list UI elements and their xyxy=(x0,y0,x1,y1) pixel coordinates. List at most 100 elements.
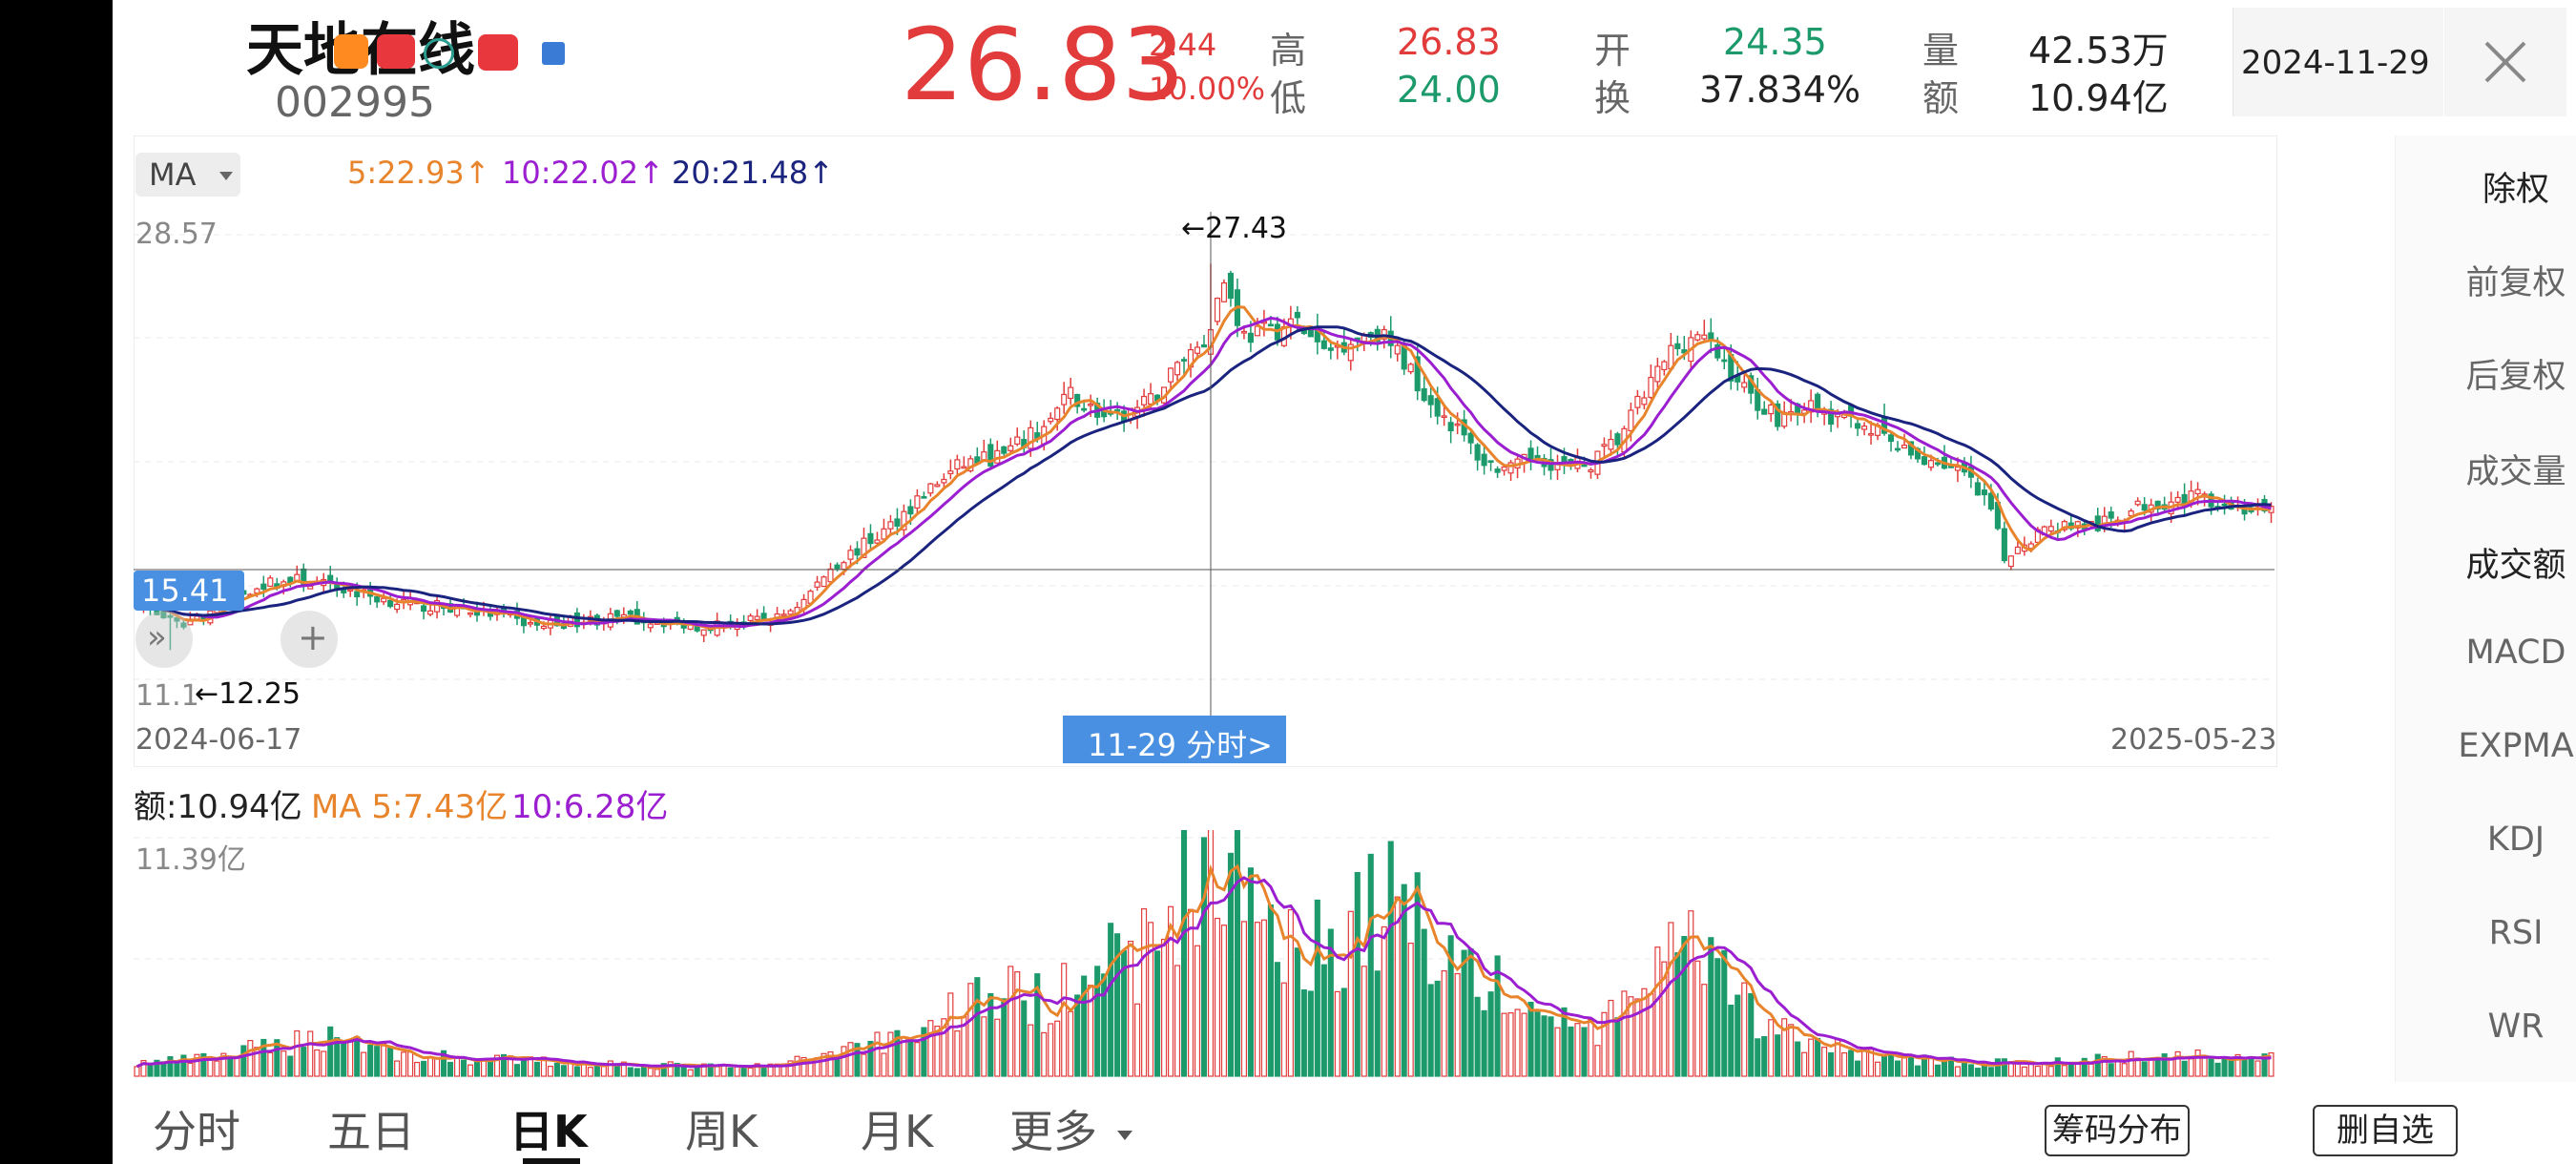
volume-bar xyxy=(727,1067,734,1077)
volume-bar xyxy=(1981,1064,1987,1077)
candle-body xyxy=(1467,432,1474,444)
volume-bar xyxy=(174,1062,180,1077)
side-item-rsi[interactable]: RSI xyxy=(2488,914,2544,952)
volume-bar xyxy=(1354,871,1361,1077)
remove-watchlist-button[interactable]: 删自选 xyxy=(2313,1105,2458,1156)
low-marker: ←12.25 xyxy=(195,677,301,711)
volume-bar xyxy=(1821,1047,1828,1077)
tab-weekly-k[interactable]: 周K xyxy=(685,1106,758,1157)
tab-five-day[interactable]: 五日 xyxy=(327,1106,415,1157)
candle-body xyxy=(1921,456,1928,466)
candle-body xyxy=(961,466,967,469)
candle-body xyxy=(1421,387,1427,402)
side-item-volume[interactable]: 成交量 xyxy=(2465,453,2566,491)
candle-body xyxy=(1974,482,1981,496)
volume-bar xyxy=(267,1051,274,1077)
volume-bar xyxy=(1267,904,1274,1077)
candle-body xyxy=(1447,422,1454,432)
volume-bar xyxy=(533,1061,540,1077)
candle-body xyxy=(1414,356,1421,392)
candle-body xyxy=(1894,447,1901,451)
candle-body xyxy=(627,610,634,615)
volume-bar xyxy=(1074,994,1081,1077)
side-item-ex-rights[interactable]: 除权 xyxy=(2482,171,2549,209)
volume-bar xyxy=(1628,996,1634,1077)
volume-bar xyxy=(560,1065,567,1077)
volume-bar xyxy=(254,1047,260,1077)
date-picker[interactable]: 2024-11-29 xyxy=(2233,8,2443,116)
candle-body xyxy=(1081,407,1088,411)
volume-bar xyxy=(1941,1059,1948,1077)
candle-body xyxy=(1347,343,1354,362)
tab-monthly-k[interactable]: 月K xyxy=(861,1106,934,1157)
volume-bar xyxy=(1661,961,1668,1077)
volume-bar xyxy=(2268,1051,2275,1077)
candle-body xyxy=(1628,409,1634,432)
candle-body xyxy=(2134,500,2141,506)
candle-body xyxy=(1861,426,1868,430)
candle-body xyxy=(2141,504,2148,511)
intraday-tooltip-button[interactable]: 11-29 分时> xyxy=(1063,716,1286,763)
volume-bar xyxy=(1167,905,1174,1077)
volume-bar xyxy=(1114,933,1121,1077)
volume-bar xyxy=(847,1042,854,1077)
volume-bar xyxy=(1701,984,1708,1077)
candle-body xyxy=(914,495,921,509)
candle-body xyxy=(381,597,387,603)
volume-bar xyxy=(1608,999,1614,1077)
volume-bar xyxy=(454,1055,461,1077)
side-item-wr[interactable]: WR xyxy=(2487,1008,2545,1046)
volume-bar xyxy=(1134,1003,1141,1077)
volume-bar xyxy=(787,1060,794,1077)
candle-body xyxy=(1701,334,1708,340)
close-button[interactable] xyxy=(2444,8,2566,116)
volume-chart[interactable] xyxy=(134,830,2276,1080)
main-chart-panel[interactable] xyxy=(134,135,2277,767)
volume-bar xyxy=(1008,966,1014,1077)
side-item-kdj[interactable]: KDJ xyxy=(2486,821,2545,859)
candle-body xyxy=(814,581,821,588)
volume-bar xyxy=(2061,1065,2067,1077)
volume-bar xyxy=(1274,962,1280,1077)
volume-bar xyxy=(434,1058,441,1077)
tab-intraday[interactable]: 分时 xyxy=(153,1106,240,1157)
expand-arrows-button[interactable]: » xyxy=(135,611,193,668)
volume-bar xyxy=(1021,1000,1028,1077)
volume-bar xyxy=(1187,908,1195,1077)
ma10-value: 10:22.02↑ xyxy=(502,155,664,191)
volume-bar xyxy=(1174,965,1181,1077)
candle-body xyxy=(1441,415,1447,418)
volume-bar xyxy=(1714,958,1721,1077)
side-item-turnover-amount[interactable]: 成交额 xyxy=(2465,547,2566,585)
taobao-badge-icon xyxy=(478,34,519,71)
volume-bar xyxy=(334,1037,341,1077)
zoom-in-button[interactable]: + xyxy=(280,611,338,668)
candle-body xyxy=(1927,460,1935,468)
side-item-forward-adjust[interactable]: 前复权 xyxy=(2465,264,2566,302)
volume-bar xyxy=(941,1018,947,1077)
volume-bar xyxy=(1694,960,1701,1077)
volume-bar xyxy=(2228,1059,2234,1077)
candle-body xyxy=(1254,325,1260,337)
volume-bar xyxy=(1934,1064,1942,1077)
ma20-line xyxy=(135,325,2272,626)
turnover-label: 换 xyxy=(1594,77,1631,119)
candle-body xyxy=(1608,438,1614,450)
side-item-expma[interactable]: EXPMA xyxy=(2458,727,2574,765)
ma-selector[interactable]: MA xyxy=(135,153,240,197)
side-item-backward-adjust[interactable]: 后复权 xyxy=(2465,358,2566,396)
candle-body xyxy=(1674,343,1681,350)
chip-distribution-button[interactable]: 筹码分布 xyxy=(2045,1105,2190,1156)
volume-bar xyxy=(194,1053,200,1077)
volume-bar xyxy=(2021,1066,2027,1077)
kline-chart[interactable] xyxy=(134,212,2276,746)
side-item-macd[interactable]: MACD xyxy=(2465,634,2566,672)
tab-daily-k[interactable]: 日K xyxy=(509,1106,588,1157)
volume-bar xyxy=(994,1018,1001,1077)
volume-bar xyxy=(1594,1045,1601,1077)
volume-bar xyxy=(1841,1051,1848,1077)
tab-more[interactable]: 更多 xyxy=(1009,1097,1132,1160)
volume-bar xyxy=(180,1054,187,1077)
volume-bar xyxy=(714,1065,720,1077)
